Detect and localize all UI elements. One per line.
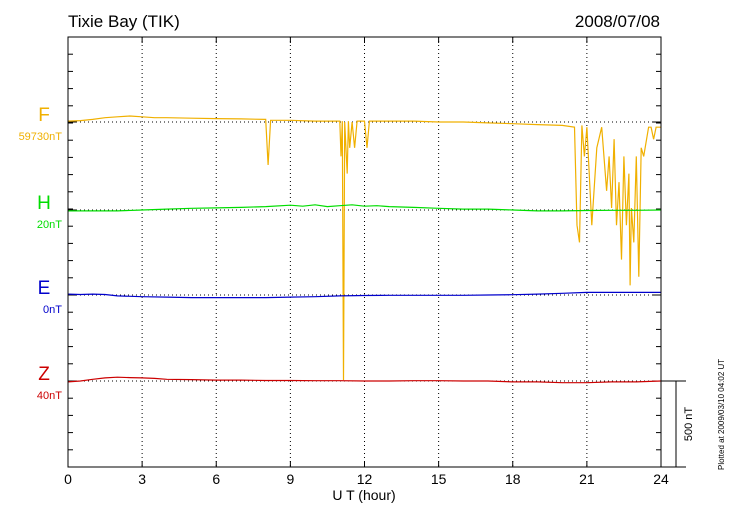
x-tick-label-6: 6 [212, 471, 220, 487]
x-axis-title: U T (hour) [332, 487, 395, 503]
series-line-F [67, 115, 661, 381]
scale-bar: 500 nT [661, 380, 695, 468]
series-line-E [67, 291, 661, 299]
series-line-H [68, 204, 662, 212]
baselines [68, 121, 661, 382]
component-labels: F 59730nT H 20nT E 0nT Z 40nT [19, 105, 63, 402]
chart-title: Tixie Bay (TIK) [68, 12, 180, 31]
x-tick-label-24: 24 [653, 471, 669, 487]
x-tick-label-9: 9 [286, 471, 294, 487]
scale-bar-label: 500 nT [683, 407, 695, 442]
component-baseline-F: 59730nT [19, 131, 63, 143]
series-lines [67, 115, 662, 384]
component-baseline-Z: 40nT [37, 390, 62, 402]
component-baseline-E: 0nT [43, 304, 62, 316]
x-tick-label-21: 21 [579, 471, 595, 487]
x-tick-label-18: 18 [505, 471, 521, 487]
x-tick-label-12: 12 [357, 471, 373, 487]
x-tick-label-0: 0 [64, 471, 72, 487]
x-tick-label-3: 3 [138, 471, 146, 487]
component-letter-E: E [38, 278, 51, 299]
x-tick-label-15: 15 [431, 471, 447, 487]
component-letter-Z: Z [38, 364, 50, 385]
x-axis-ticks: 0 3 6 9 12 15 18 21 24 [64, 37, 669, 487]
component-letter-F: F [38, 105, 50, 126]
chart-date: 2008/07/08 [575, 12, 660, 31]
plotted-note: Plotted at 2009/03/10 04:02 UT [717, 359, 726, 470]
vertical-grid [141, 37, 588, 467]
component-baseline-H: 20nT [37, 219, 62, 231]
component-letter-H: H [37, 193, 51, 214]
series-line-Z [67, 376, 662, 384]
